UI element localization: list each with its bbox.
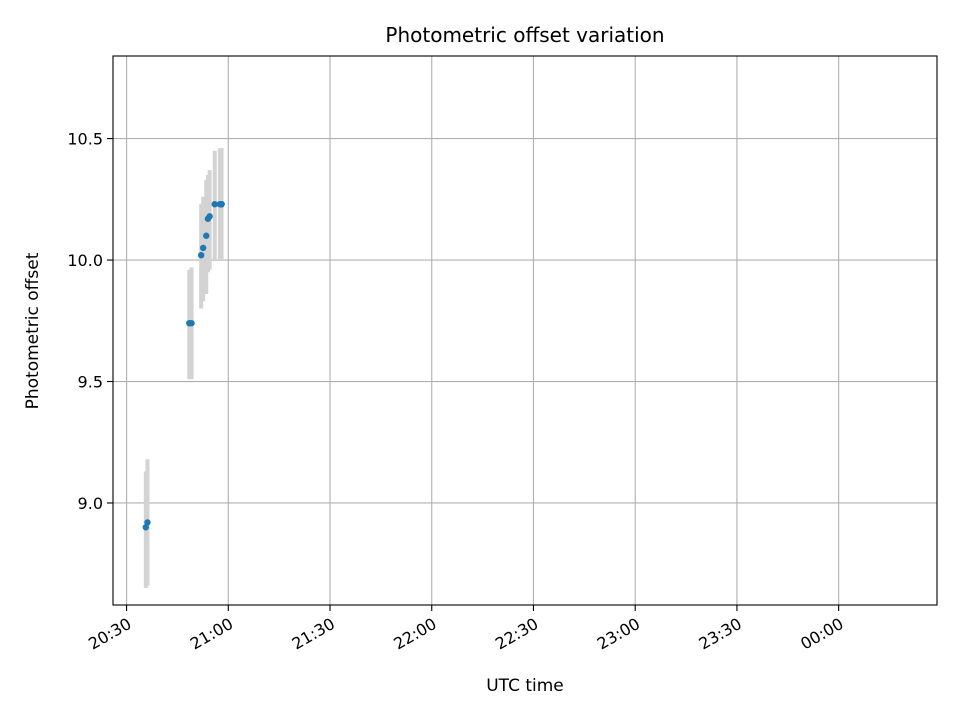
data-point (188, 320, 195, 327)
plot-frame (112, 55, 938, 606)
data-point (197, 251, 205, 259)
data-point (144, 519, 151, 526)
data-point (142, 524, 149, 531)
x-tick-label: 22:30 (492, 614, 541, 654)
y-tick-label: 10.0 (67, 251, 103, 270)
data-point (199, 244, 207, 252)
y-tick-label: 9.0 (78, 494, 103, 513)
y-axis: 9.0 9.5 10.0 10.5 (67, 130, 113, 513)
x-tick-label: 22:00 (390, 614, 439, 654)
data-point (218, 200, 225, 208)
x-tick-label: 23:30 (696, 614, 745, 654)
x-tick-label: 21:30 (289, 614, 338, 654)
chart-title: Photometric offset variation (385, 23, 664, 47)
y-tick-label: 10.5 (67, 130, 103, 149)
data-point (206, 213, 213, 220)
x-tick-label: 21:00 (187, 614, 236, 654)
y-axis-label: Photometric offset (23, 252, 43, 409)
x-tick-label: 00:00 (797, 614, 846, 654)
x-axis: 20:30 21:00 21:30 22:00 22:30 23:00 23:30 00:00 (85, 605, 847, 654)
x-tick-label: 20:30 (85, 614, 134, 654)
x-tick-label: 23:00 (594, 614, 643, 654)
data-point (211, 200, 218, 208)
x-axis-label: UTC time (486, 676, 564, 696)
data-point (203, 232, 210, 239)
data-points (142, 200, 225, 531)
grid (113, 56, 937, 605)
y-tick-label: 9.5 (78, 373, 103, 392)
